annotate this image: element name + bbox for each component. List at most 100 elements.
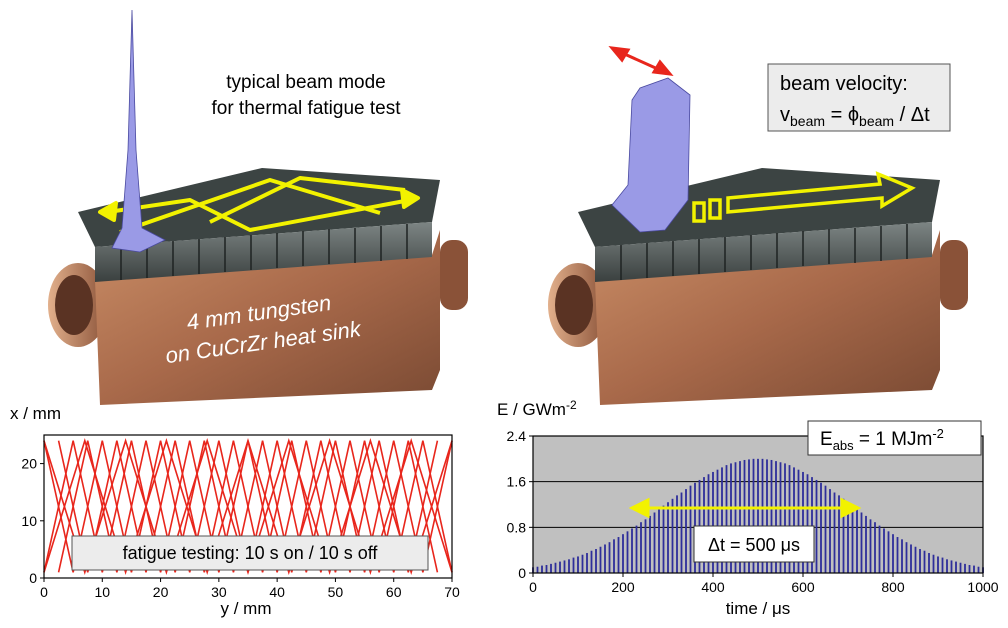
pulse-bar [636,526,638,573]
pulse-bar [906,542,908,573]
pulse-bar [919,549,921,573]
annotation: fatigue testing: 10 s on / 10 s off [123,543,379,563]
axis-label-part: E / GWm [497,400,566,419]
pulse-bar [600,547,602,573]
pulse-bar [667,502,669,573]
pulse-bar [883,528,885,573]
pulse-bar [816,480,818,573]
pulse-bar [879,526,881,573]
pulse-bar [586,553,588,573]
caption: typical beam mode for thermal fatigue tes… [211,72,401,119]
pulse-bar [874,522,876,573]
pulse-bar [627,531,629,573]
pulse-bar [937,556,939,573]
y-tick-label: 10 [21,513,37,529]
x-tick-label: 0 [40,584,48,600]
y-tick-label: 0 [518,565,526,581]
x-tick-label: 10 [94,584,110,600]
x-tick-label: 70 [444,584,460,600]
caption-line: for thermal fatigue test [211,98,401,119]
pulse-bar [969,565,971,573]
pulse-bar [591,551,593,573]
pulse-bar [856,509,858,573]
pulse-bar [555,563,557,573]
figure: typical beam mode for thermal fatigue tes… [0,0,1008,628]
pulse-bar [964,564,966,573]
pulse-bar [672,499,674,573]
pulse-bar [901,539,903,573]
pulse-bar [928,553,930,573]
pulse-bar [631,528,633,573]
pulse-bar [654,512,656,573]
pulse-bar [946,559,948,573]
y-axis-label: E / GWm-2 [497,398,577,419]
y-tick-label: 0 [29,570,37,586]
pulse-bar [685,489,687,573]
pulse-bar [933,555,935,573]
pulse-bar [604,544,606,573]
pulse-bar [546,565,548,573]
pulse-bar [820,483,822,573]
x-tick-label: 30 [211,584,227,600]
x-tick-label: 50 [328,584,344,600]
x-axis-label: y / mm [221,599,272,618]
caption-line: typical beam mode [226,72,385,93]
formula-part: / Δt [894,104,930,126]
pulse-bar [915,547,917,573]
pulse-bar [564,560,566,573]
pulse-bar [618,537,620,573]
x-tick-label: 1000 [967,579,998,595]
pulse-bar [978,567,980,573]
y-axis-label: x / mm [10,404,61,423]
pulse-bar [973,566,975,573]
pulse-bar [910,544,912,573]
pulse-bar [663,506,665,573]
axis-label-superscript: -2 [566,398,577,412]
pulse-bar [942,558,944,573]
formula-part: = ϕ [825,104,859,126]
formula-subscript: beam [790,113,825,129]
y-tick-label: 1.6 [507,474,527,490]
motion-arrow [612,48,670,74]
pulse-bar [645,519,647,573]
pulse-bar [577,556,579,573]
pulse-bar [955,562,957,573]
pulse-bar [825,486,827,573]
beam-ribbon [612,78,690,232]
x-tick-label: 40 [269,584,285,600]
energy-superscript: -2 [932,426,944,441]
x-tick-label: 200 [611,579,635,595]
pulse-bar [888,531,890,573]
energy-subscript: abs [833,438,854,453]
formula-part: v [780,104,790,126]
y-tick-label: 20 [21,456,37,472]
pulse-bar [613,539,615,573]
page: typical beam mode for thermal fatigue tes… [0,0,1008,628]
pulse-bar [582,555,584,573]
x-tick-label: 60 [386,584,402,600]
pulse-bar [681,493,683,573]
x-tick-label: 600 [791,579,815,595]
x-tick-label: 800 [881,579,905,595]
pulse-bar [537,567,539,573]
pulse-bar [595,549,597,573]
pulse-bar [658,509,660,573]
pulse-bar [640,522,642,573]
x-axis-label: time / μs [726,599,791,618]
energy-part: E [820,429,833,450]
pulse-bar [834,493,836,573]
y-tick-label: 2.4 [507,428,527,444]
pulse-bar [690,486,692,573]
formula-subscript: beam [859,113,894,129]
pulse-bar [865,516,867,573]
arrow-head [654,62,670,74]
pulse-bar [852,506,854,573]
pulse-bar [829,489,831,573]
pulse-bar [892,534,894,573]
pulse-bar [649,516,651,573]
pulse-bar [568,559,570,573]
arrow-head [612,48,628,60]
pulse-bar [609,542,611,573]
pulse-bar [861,512,863,573]
right-block [548,168,968,405]
